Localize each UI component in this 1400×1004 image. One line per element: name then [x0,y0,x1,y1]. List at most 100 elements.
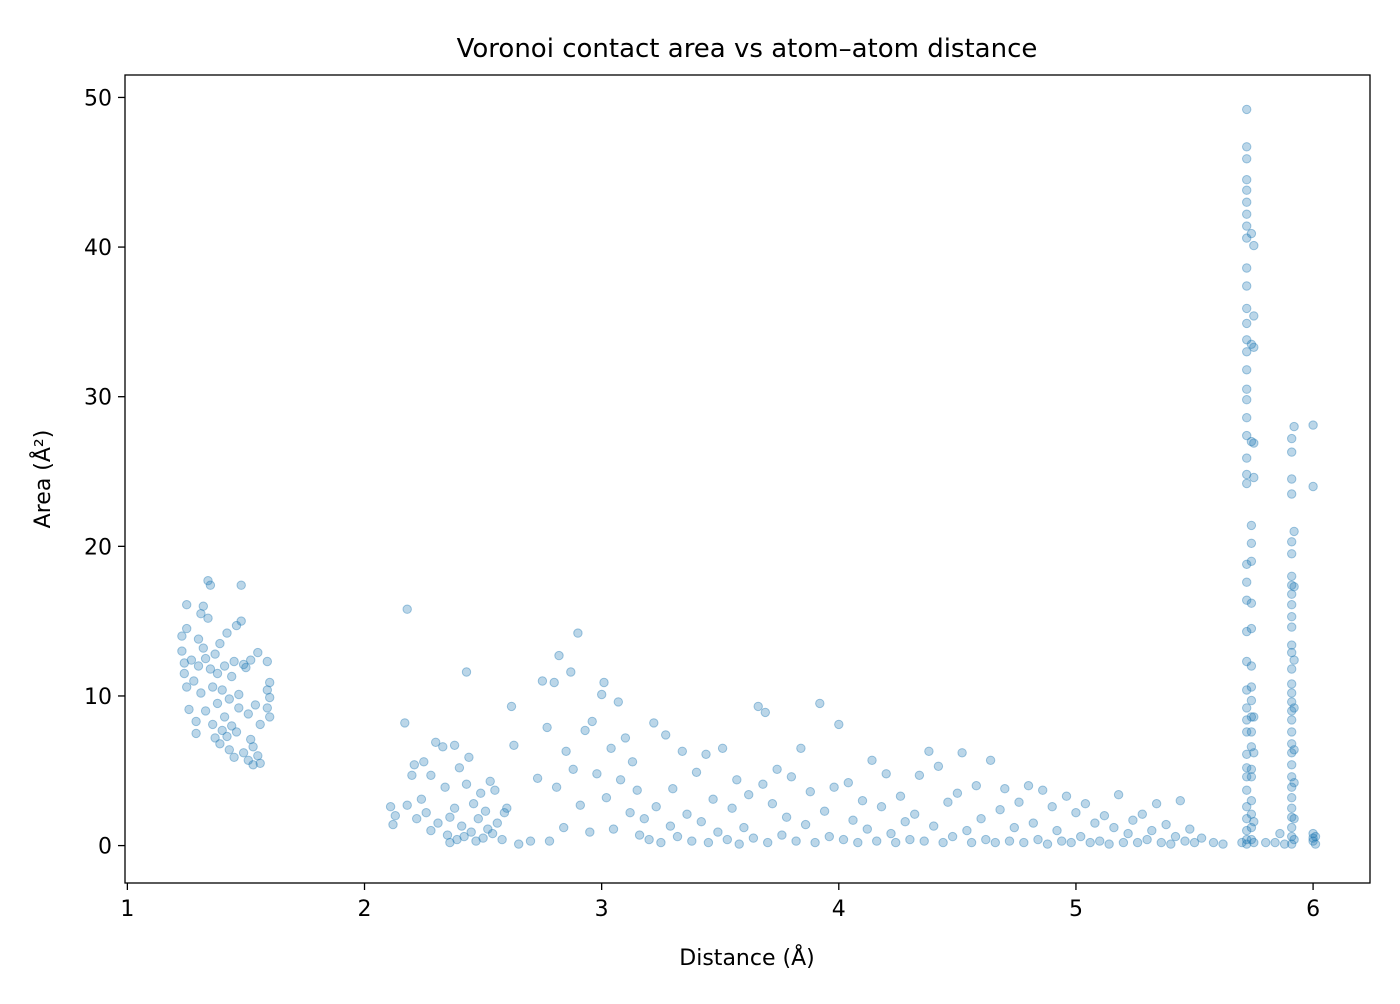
data-point [1242,478,1252,489]
data-point [1249,837,1259,848]
data-point [1109,822,1119,833]
data-point [1246,742,1257,752]
data-point [1242,233,1252,243]
data-point [1287,571,1297,581]
data-point [777,830,787,840]
data-point [772,764,782,774]
data-point [891,837,901,848]
data-point [1242,318,1252,329]
data-point [606,743,616,753]
points-layer [177,104,1321,849]
data-point [615,775,626,785]
data-point [727,803,737,813]
data-point [551,782,562,792]
data-point [867,755,877,765]
data-point [1128,815,1138,825]
data-point [182,600,192,610]
data-point [1287,640,1297,650]
data-point [490,785,500,795]
data-point [668,784,678,794]
data-point [1289,526,1299,537]
data-point [1242,727,1252,737]
data-point [1242,577,1252,587]
data-point [1076,831,1086,842]
data-point [440,782,450,792]
data-point [767,799,778,809]
data-point [457,821,467,831]
data-point [1270,837,1280,848]
data-point [1287,589,1297,599]
data-point [1085,837,1095,848]
data-point [454,763,465,773]
data-point [947,831,958,842]
data-point [476,788,486,798]
data-point [542,722,552,733]
data-point [933,761,944,771]
data-point [1287,727,1297,737]
data-point [1289,814,1299,824]
data-point [1287,612,1297,622]
data-point [262,656,272,667]
data-point [677,746,687,756]
data-point [487,828,498,839]
data-point [265,692,275,703]
data-point [265,677,275,688]
data-point [1249,240,1259,251]
data-point [1242,104,1252,115]
data-point [744,790,754,800]
data-point [1066,837,1076,848]
data-point [1242,142,1252,152]
data-point [385,802,396,812]
data-point [1246,834,1257,845]
data-point [208,682,218,692]
data-point [1218,839,1228,849]
data-point [426,770,436,780]
data-point [1246,809,1257,819]
data-point [1287,822,1297,833]
data-point [1242,834,1252,845]
data-point [191,716,201,727]
data-point [1242,303,1252,314]
data-point [810,837,820,848]
y-tick-label: 30 [84,386,112,411]
data-point [876,802,887,812]
data-point [1242,839,1252,849]
data-point [763,837,773,848]
data-point [509,740,519,750]
data-point [1287,580,1297,590]
data-point [857,796,868,806]
data-point [1242,395,1252,405]
data-point [1014,797,1024,807]
data-point [1242,384,1252,394]
ticks-layer: 1 2 3 4 5 6 0 10 20 30 40 50 [84,86,1320,922]
data-point [442,830,453,840]
data-point [620,733,631,743]
x-tick-label: 1 [120,897,134,922]
data-point [1080,799,1091,809]
data-point [568,764,578,774]
data-point [1287,782,1297,792]
y-tick-label: 40 [84,236,112,261]
data-point [829,782,839,792]
data-point [1287,688,1297,698]
data-point [449,740,460,750]
data-point [1242,365,1252,375]
data-point [1099,811,1110,821]
data-point [848,815,858,825]
data-point [1246,339,1257,349]
data-point [1287,647,1297,658]
data-point [1095,836,1105,846]
data-point [613,697,623,707]
data-point [1175,796,1186,806]
data-point [198,643,209,653]
data-point [739,822,749,833]
data-point [265,712,275,722]
data-point [1156,837,1167,848]
data-point [1246,727,1257,737]
y-tick-label: 0 [98,835,112,860]
data-point [708,794,718,804]
data-point [1019,837,1029,848]
data-point [701,749,711,759]
data-point [566,667,576,677]
data-point [1242,413,1252,423]
